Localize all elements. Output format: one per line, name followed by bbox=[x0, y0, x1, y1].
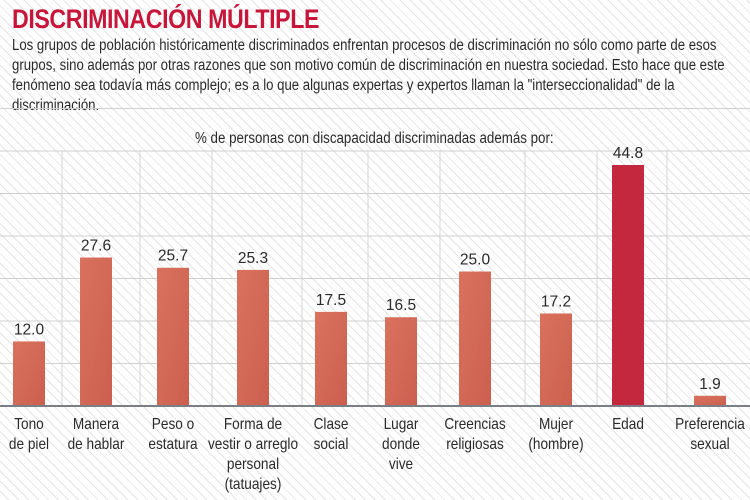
category-label: vestir o arreglo bbox=[208, 436, 298, 453]
data-label: 25.7 bbox=[158, 248, 188, 265]
bar bbox=[157, 267, 189, 406]
bar bbox=[385, 317, 417, 406]
category-label: (hombre) bbox=[528, 436, 583, 453]
bar bbox=[459, 271, 491, 406]
category-label: religiosas bbox=[446, 436, 504, 453]
data-label: 44.8 bbox=[613, 145, 643, 162]
bar bbox=[540, 313, 572, 406]
bar bbox=[80, 257, 112, 406]
category-label: Mujer bbox=[539, 416, 573, 433]
category-label: Creencias bbox=[444, 416, 505, 433]
chart-subtitle: % de personas con discapacidad discrimin… bbox=[194, 130, 554, 147]
category-label: (tatuajes) bbox=[225, 476, 282, 493]
data-label: 1.9 bbox=[699, 376, 721, 393]
category-label: Peso o bbox=[152, 416, 194, 433]
bar bbox=[237, 269, 269, 406]
data-label: 25.3 bbox=[238, 250, 268, 267]
category-label: Preferencia bbox=[675, 416, 745, 433]
data-label: 27.6 bbox=[81, 238, 111, 255]
category-label: de hablar bbox=[68, 436, 125, 453]
category-label: Forma de bbox=[224, 416, 282, 433]
bar bbox=[315, 311, 347, 406]
category-label: vive bbox=[389, 456, 413, 473]
category-label: sexual bbox=[690, 436, 729, 453]
category-label: Clase bbox=[314, 416, 349, 433]
data-label: 25.0 bbox=[460, 252, 491, 269]
data-label: 17.5 bbox=[316, 292, 346, 309]
category-label: Tono bbox=[14, 416, 44, 433]
category-label: estatura bbox=[148, 436, 198, 453]
category-label: social bbox=[314, 436, 349, 453]
data-label: 16.5 bbox=[386, 297, 416, 314]
bar bbox=[612, 165, 644, 406]
bar bbox=[13, 341, 45, 406]
category-label: donde bbox=[382, 436, 420, 453]
category-label: Lugar bbox=[384, 416, 419, 433]
data-label: 12.0 bbox=[14, 321, 45, 338]
category-label: Edad bbox=[612, 416, 644, 433]
data-label: 17.2 bbox=[541, 293, 571, 310]
category-label: de piel bbox=[9, 436, 49, 453]
category-label: Manera bbox=[73, 416, 120, 433]
category-label: personal bbox=[227, 456, 279, 473]
intro-paragraph: Los grupos de población históricamente d… bbox=[12, 37, 725, 114]
bar bbox=[694, 395, 726, 406]
chart-title: DISCRIMINACIÓN MÚLTIPLE bbox=[12, 4, 320, 34]
